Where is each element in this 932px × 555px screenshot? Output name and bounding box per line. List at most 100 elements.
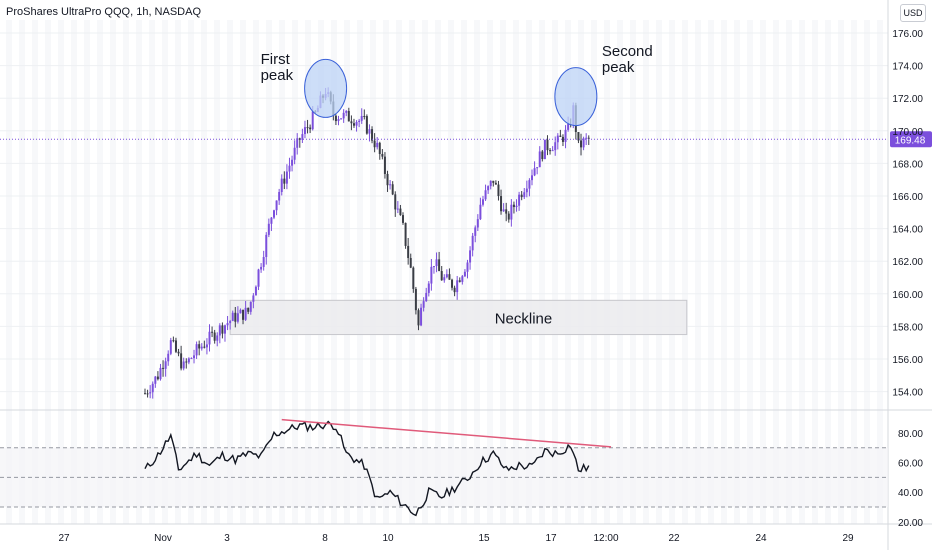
candle-body bbox=[543, 139, 546, 160]
first-peak-circle bbox=[304, 58, 348, 118]
session-stripe bbox=[682, 20, 688, 524]
candle-body bbox=[218, 325, 221, 336]
session-stripe bbox=[32, 20, 38, 524]
candle-body bbox=[236, 313, 239, 322]
candle-body bbox=[149, 392, 152, 394]
session-stripe bbox=[409, 20, 415, 524]
candle-body bbox=[487, 186, 490, 191]
session-stripe bbox=[838, 20, 844, 524]
candle-body bbox=[443, 277, 446, 281]
candle-body bbox=[275, 200, 278, 211]
price-tick-label: 168.00 bbox=[892, 159, 923, 170]
chart-title: ProShares UltraPro QQQ, 1h, NASDAQ bbox=[6, 6, 202, 18]
price-tick-label: 170.00 bbox=[892, 127, 923, 138]
candle-body bbox=[273, 210, 275, 218]
time-tick-label: 12:00 bbox=[593, 533, 618, 544]
candle-body bbox=[252, 295, 255, 302]
session-stripe bbox=[812, 20, 818, 524]
session-stripe bbox=[565, 20, 571, 524]
candle-body bbox=[404, 222, 407, 246]
candle-body bbox=[484, 190, 487, 200]
candle-body bbox=[267, 223, 270, 235]
candle-body bbox=[180, 353, 183, 369]
candle-body bbox=[523, 192, 526, 198]
candle-body bbox=[554, 142, 557, 151]
candle-body bbox=[208, 331, 211, 345]
candle-body bbox=[551, 150, 554, 152]
candle-body bbox=[337, 119, 340, 122]
candle-body bbox=[381, 153, 384, 157]
candle-body bbox=[234, 312, 237, 322]
candle-body bbox=[278, 191, 281, 201]
session-stripe bbox=[253, 20, 259, 524]
session-stripe bbox=[6, 20, 12, 524]
price-tick-label: 172.00 bbox=[892, 94, 923, 105]
candle-body bbox=[340, 118, 343, 120]
candle-body bbox=[414, 288, 417, 311]
candle-body bbox=[296, 138, 299, 148]
session-stripe bbox=[526, 20, 532, 524]
candle-body bbox=[456, 280, 459, 293]
candle-body bbox=[358, 120, 361, 122]
candle-body bbox=[438, 259, 441, 272]
candle-body bbox=[394, 194, 397, 210]
session-stripe bbox=[357, 20, 363, 524]
session-stripe bbox=[227, 20, 233, 524]
candle-body bbox=[479, 204, 482, 220]
session-stripe bbox=[708, 20, 714, 524]
candle-body bbox=[239, 309, 242, 314]
last-price-value: 169.48 bbox=[895, 135, 926, 146]
candle-body bbox=[546, 139, 549, 151]
candle-body bbox=[247, 307, 250, 312]
candle-body bbox=[283, 178, 286, 184]
session-stripe bbox=[669, 20, 675, 524]
oscillator-tick-label: 60.00 bbox=[898, 459, 923, 470]
neckline-label: Neckline bbox=[495, 310, 553, 327]
candle-body bbox=[174, 340, 177, 352]
candle-body bbox=[587, 137, 590, 139]
first-peak-label-line1: First bbox=[261, 51, 291, 68]
session-stripe bbox=[175, 20, 181, 524]
session-stripe bbox=[500, 20, 506, 524]
candle-body bbox=[512, 204, 515, 208]
candle-body bbox=[265, 234, 268, 258]
session-stripe bbox=[487, 20, 493, 524]
time-tick-label: 29 bbox=[842, 533, 854, 544]
candle-body bbox=[205, 344, 208, 348]
candle-body bbox=[285, 171, 288, 184]
candle-body bbox=[476, 219, 479, 228]
neckline-box bbox=[229, 299, 688, 336]
candle-body bbox=[193, 355, 196, 359]
first-peak-label-line2: peak bbox=[261, 67, 294, 84]
candle-body bbox=[378, 142, 381, 154]
currency-button[interactable]: USD bbox=[900, 4, 926, 22]
session-stripe bbox=[240, 20, 246, 524]
price-tick-label: 164.00 bbox=[892, 225, 923, 236]
candle-body bbox=[360, 115, 363, 121]
session-stripe bbox=[760, 20, 766, 524]
candle-body bbox=[489, 180, 492, 187]
price-tick-label: 154.00 bbox=[892, 388, 923, 399]
candle-body bbox=[541, 151, 544, 160]
candle-body bbox=[342, 112, 345, 119]
candle-body bbox=[536, 167, 539, 169]
candle-body bbox=[306, 127, 309, 129]
session-stripe bbox=[604, 20, 610, 524]
candle-body bbox=[564, 129, 567, 142]
candle-body bbox=[187, 358, 190, 363]
candle-body bbox=[347, 110, 350, 122]
candle-body bbox=[167, 353, 170, 362]
session-stripe bbox=[97, 20, 103, 524]
candle-body bbox=[502, 209, 505, 212]
session-stripe bbox=[305, 20, 311, 524]
last-price-badge bbox=[890, 131, 932, 148]
time-tick-label: 17 bbox=[545, 533, 557, 544]
candle-body bbox=[481, 199, 484, 205]
candle-body bbox=[422, 301, 425, 308]
candle-body bbox=[567, 123, 570, 130]
candle-body bbox=[262, 257, 265, 267]
session-stripe bbox=[318, 20, 324, 524]
candle-body bbox=[445, 274, 448, 278]
